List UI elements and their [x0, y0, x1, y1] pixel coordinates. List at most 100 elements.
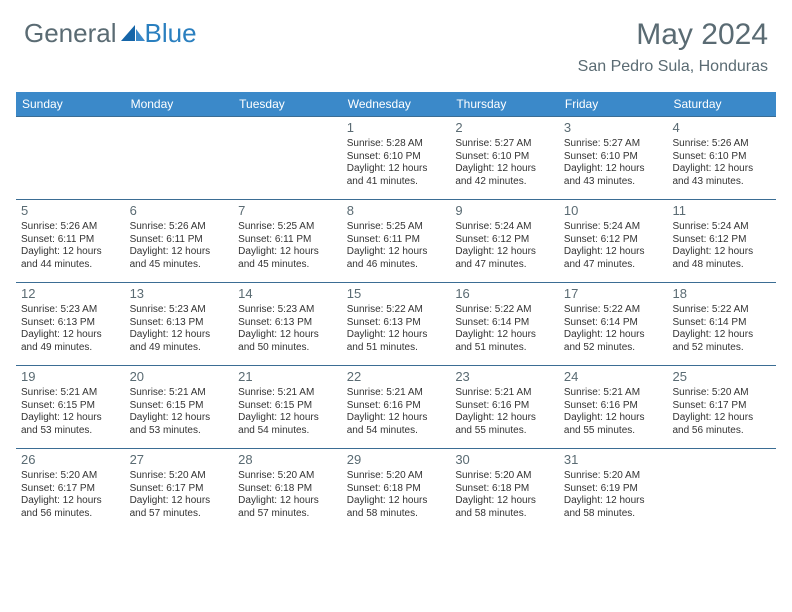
day-cell: 12Sunrise: 5:23 AMSunset: 6:13 PMDayligh…: [16, 283, 125, 365]
day-detail: and 45 minutes.: [130, 259, 229, 272]
day-detail: Sunset: 6:18 PM: [347, 483, 446, 496]
day-detail: Sunset: 6:18 PM: [455, 483, 554, 496]
day-detail: and 44 minutes.: [21, 259, 120, 272]
day-detail: Sunrise: 5:21 AM: [130, 387, 229, 400]
day-detail: Sunrise: 5:20 AM: [21, 470, 120, 483]
day-detail: Daylight: 12 hours: [564, 412, 663, 425]
day-detail: and 53 minutes.: [21, 425, 120, 438]
day-detail: Sunrise: 5:22 AM: [455, 304, 554, 317]
day-cell: 8Sunrise: 5:25 AMSunset: 6:11 PMDaylight…: [342, 200, 451, 282]
day-number: 22: [347, 369, 446, 385]
day-detail: Sunset: 6:10 PM: [455, 151, 554, 164]
day-detail: Sunrise: 5:24 AM: [455, 221, 554, 234]
day-detail: Sunrise: 5:23 AM: [130, 304, 229, 317]
day-detail: Daylight: 12 hours: [672, 246, 771, 259]
day-cell: [667, 449, 776, 531]
day-detail: Daylight: 12 hours: [130, 495, 229, 508]
week-row: 1Sunrise: 5:28 AMSunset: 6:10 PMDaylight…: [16, 116, 776, 199]
day-cell: 17Sunrise: 5:22 AMSunset: 6:14 PMDayligh…: [559, 283, 668, 365]
day-detail: and 56 minutes.: [672, 425, 771, 438]
day-number: 29: [347, 452, 446, 468]
day-cell: 4Sunrise: 5:26 AMSunset: 6:10 PMDaylight…: [667, 117, 776, 199]
week-row: 12Sunrise: 5:23 AMSunset: 6:13 PMDayligh…: [16, 282, 776, 365]
day-cell: 7Sunrise: 5:25 AMSunset: 6:11 PMDaylight…: [233, 200, 342, 282]
month-title: May 2024: [578, 18, 768, 52]
day-number: 31: [564, 452, 663, 468]
day-detail: Sunset: 6:17 PM: [672, 400, 771, 413]
day-detail: Daylight: 12 hours: [347, 329, 446, 342]
day-detail: Sunset: 6:16 PM: [347, 400, 446, 413]
day-number: 20: [130, 369, 229, 385]
title-block: May 2024 San Pedro Sula, Honduras: [578, 18, 768, 76]
day-detail: and 45 minutes.: [238, 259, 337, 272]
day-cell: 19Sunrise: 5:21 AMSunset: 6:15 PMDayligh…: [16, 366, 125, 448]
day-detail: Sunrise: 5:21 AM: [347, 387, 446, 400]
logo-text-blue: Blue: [145, 18, 197, 49]
day-cell: 10Sunrise: 5:24 AMSunset: 6:12 PMDayligh…: [559, 200, 668, 282]
day-detail: Sunrise: 5:23 AM: [21, 304, 120, 317]
day-detail: Daylight: 12 hours: [564, 163, 663, 176]
day-number: 8: [347, 203, 446, 219]
day-cell: 14Sunrise: 5:23 AMSunset: 6:13 PMDayligh…: [233, 283, 342, 365]
day-cell: 29Sunrise: 5:20 AMSunset: 6:18 PMDayligh…: [342, 449, 451, 531]
day-detail: Sunset: 6:15 PM: [238, 400, 337, 413]
day-number: 10: [564, 203, 663, 219]
day-detail: and 58 minutes.: [347, 508, 446, 521]
day-cell: 6Sunrise: 5:26 AMSunset: 6:11 PMDaylight…: [125, 200, 234, 282]
day-cell: 11Sunrise: 5:24 AMSunset: 6:12 PMDayligh…: [667, 200, 776, 282]
day-detail: Sunrise: 5:21 AM: [455, 387, 554, 400]
day-detail: Sunset: 6:13 PM: [21, 317, 120, 330]
day-cell: 28Sunrise: 5:20 AMSunset: 6:18 PMDayligh…: [233, 449, 342, 531]
day-detail: and 57 minutes.: [130, 508, 229, 521]
day-cell: 9Sunrise: 5:24 AMSunset: 6:12 PMDaylight…: [450, 200, 559, 282]
day-detail: and 58 minutes.: [455, 508, 554, 521]
day-number: 9: [455, 203, 554, 219]
day-number: 4: [672, 120, 771, 136]
day-detail: Daylight: 12 hours: [21, 495, 120, 508]
day-cell: 15Sunrise: 5:22 AMSunset: 6:13 PMDayligh…: [342, 283, 451, 365]
day-detail: Daylight: 12 hours: [130, 412, 229, 425]
day-detail: Daylight: 12 hours: [21, 246, 120, 259]
logo: General Blue: [24, 18, 197, 49]
day-detail: Daylight: 12 hours: [455, 163, 554, 176]
location-label: San Pedro Sula, Honduras: [578, 58, 768, 76]
day-number: 6: [130, 203, 229, 219]
day-detail: Daylight: 12 hours: [455, 412, 554, 425]
day-number: 25: [672, 369, 771, 385]
day-detail: Sunset: 6:15 PM: [130, 400, 229, 413]
day-detail: Sunrise: 5:28 AM: [347, 138, 446, 151]
day-detail: Daylight: 12 hours: [455, 246, 554, 259]
day-detail: and 49 minutes.: [130, 342, 229, 355]
day-detail: Sunset: 6:10 PM: [564, 151, 663, 164]
logo-text-general: General: [24, 18, 117, 49]
day-detail: Sunrise: 5:26 AM: [130, 221, 229, 234]
day-detail: and 47 minutes.: [455, 259, 554, 272]
day-header: Sunday: [16, 92, 125, 116]
day-number: 14: [238, 286, 337, 302]
day-number: 3: [564, 120, 663, 136]
day-number: 12: [21, 286, 120, 302]
day-detail: Sunset: 6:14 PM: [564, 317, 663, 330]
day-detail: Daylight: 12 hours: [347, 412, 446, 425]
day-headers-row: SundayMondayTuesdayWednesdayThursdayFrid…: [16, 92, 776, 116]
day-detail: Daylight: 12 hours: [455, 329, 554, 342]
day-detail: Daylight: 12 hours: [564, 495, 663, 508]
day-detail: and 49 minutes.: [21, 342, 120, 355]
day-detail: Sunset: 6:14 PM: [672, 317, 771, 330]
week-row: 26Sunrise: 5:20 AMSunset: 6:17 PMDayligh…: [16, 448, 776, 531]
day-cell: 16Sunrise: 5:22 AMSunset: 6:14 PMDayligh…: [450, 283, 559, 365]
day-detail: Sunset: 6:11 PM: [347, 234, 446, 247]
day-number: 27: [130, 452, 229, 468]
day-detail: Daylight: 12 hours: [455, 495, 554, 508]
day-detail: Daylight: 12 hours: [672, 329, 771, 342]
day-cell: 23Sunrise: 5:21 AMSunset: 6:16 PMDayligh…: [450, 366, 559, 448]
day-detail: Sunrise: 5:20 AM: [347, 470, 446, 483]
day-header: Thursday: [450, 92, 559, 116]
day-cell: 13Sunrise: 5:23 AMSunset: 6:13 PMDayligh…: [125, 283, 234, 365]
day-detail: Sunset: 6:10 PM: [672, 151, 771, 164]
day-detail: Daylight: 12 hours: [21, 412, 120, 425]
day-detail: Sunset: 6:11 PM: [21, 234, 120, 247]
day-header: Friday: [559, 92, 668, 116]
day-detail: Sunrise: 5:23 AM: [238, 304, 337, 317]
day-detail: and 53 minutes.: [130, 425, 229, 438]
